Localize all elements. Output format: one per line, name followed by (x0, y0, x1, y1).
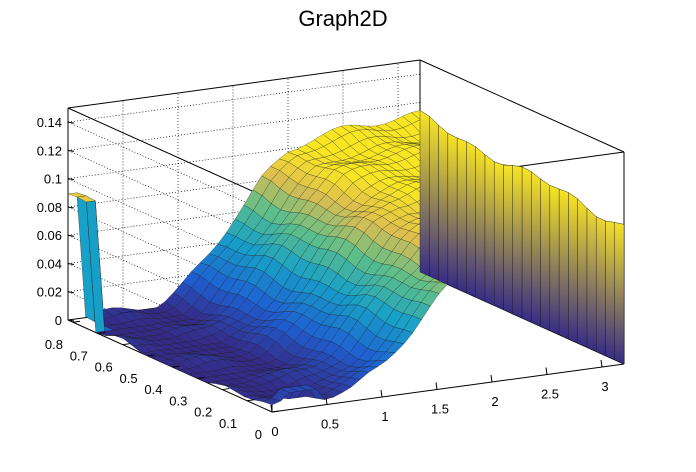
grid-line (67, 158, 421, 208)
x-tick-label: 2.5 (541, 387, 559, 402)
y-tick (122, 343, 130, 346)
surface-skirt-cell (494, 161, 504, 310)
frame-edge (67, 59, 421, 109)
surface-skirt-cell (503, 164, 513, 315)
surface-skirt-cell (419, 110, 430, 277)
x-tick (325, 397, 328, 405)
x-tick-label: 0 (271, 424, 278, 439)
surface-cell (262, 398, 282, 406)
z-tick (67, 178, 75, 181)
surface-skirt-cell (447, 132, 458, 289)
z-tick (67, 206, 75, 209)
grid-line (67, 206, 273, 300)
z-tick (67, 291, 75, 294)
z-tick-label: 0.12 (37, 143, 62, 158)
y-tick (197, 376, 205, 379)
z-tick-label: 0 (55, 313, 62, 328)
y-tick-label: 0.7 (70, 348, 88, 363)
frame-edge (67, 107, 273, 201)
x-tick (545, 367, 548, 375)
z-tick-label: 0.06 (37, 228, 62, 243)
surface-skirt-cell (540, 178, 550, 331)
axis-labels: 0 0.02 0.04 0.06 0.08 0.1 0.12 0.14 0 0.5 1 1.5 2 2.5… (37, 115, 609, 442)
z-tick-label: 0.02 (37, 285, 62, 300)
y-tick-label: 0.4 (144, 382, 162, 397)
surface-skirt-cell (549, 185, 560, 335)
surface-skirt-cell (614, 222, 625, 365)
z-tick (67, 262, 75, 265)
grid-line (67, 102, 421, 151)
y-tick-label: 0.3 (169, 393, 187, 408)
y-tick-label: 0 (255, 427, 262, 442)
x-tick (490, 374, 493, 383)
surface-skirt-cell (586, 207, 597, 352)
y-tick-label: 0.6 (95, 360, 113, 375)
chart-title: Graph2D (298, 6, 387, 31)
surface-skirt-cell (596, 216, 606, 356)
y-tick (247, 399, 255, 402)
surface-skirt-cell (466, 141, 476, 298)
y-tick (147, 354, 155, 357)
frame-edge (271, 363, 625, 413)
grid-line (67, 130, 421, 180)
y-tick-label: 0.5 (120, 371, 138, 386)
x-tick-label: 0.5 (321, 417, 339, 432)
surface-skirt-cell (512, 165, 523, 319)
x-tick (435, 382, 438, 390)
y-tick (271, 410, 280, 413)
frame-edge (419, 59, 625, 153)
y-tick-label: 0.2 (194, 405, 212, 420)
z-tick-label: 0.08 (37, 200, 62, 215)
surface-skirt-cell (605, 220, 615, 361)
x-tick-label: 1 (381, 409, 388, 424)
y-tick (172, 365, 180, 368)
z-tick-label: 0.1 (44, 172, 62, 187)
z-tick (67, 121, 75, 124)
surface-skirt-cell (484, 154, 495, 306)
x-tick-label: 2 (491, 394, 498, 409)
surface-skirt-cell (531, 171, 541, 327)
z-tick-label: 0.04 (37, 256, 62, 271)
surface-skirt-cell (558, 188, 569, 340)
surface-skirt-cell (438, 124, 448, 285)
surface-skirt-cell (429, 115, 439, 281)
grid-line (67, 234, 273, 328)
z-tick (67, 149, 75, 152)
z-tick-label: 0.14 (37, 115, 62, 130)
z-tick (67, 234, 75, 237)
x-tick-label: 1.5 (431, 402, 449, 417)
x-tick (380, 389, 383, 398)
surface-mesh (67, 110, 625, 406)
y-tick (72, 320, 81, 323)
surface-skirt-cell (577, 198, 588, 348)
grid-line (67, 121, 273, 215)
y-tick-label: 0.1 (219, 416, 237, 431)
y-tick (222, 388, 230, 391)
x-tick (600, 359, 603, 368)
grid-line (67, 150, 273, 243)
x-tick (270, 404, 273, 413)
surface-skirt-cell (521, 166, 532, 323)
x-tick-label: 3 (601, 379, 608, 394)
surface-skirt-cell (568, 192, 578, 344)
y-tick (97, 331, 105, 334)
surface-skirt-cell (475, 146, 486, 302)
grid-line (67, 73, 421, 123)
y-tick-label: 0.8 (45, 337, 63, 352)
z-tick (67, 319, 75, 322)
grid-line (67, 178, 273, 271)
surface-skirt-cell (456, 137, 467, 294)
